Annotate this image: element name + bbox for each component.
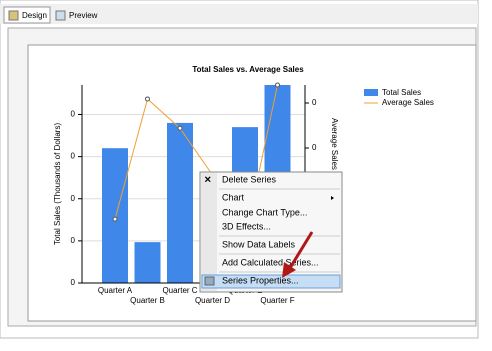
menu-gutter	[201, 173, 217, 291]
y-tick-label: 0	[71, 236, 76, 245]
context-menu: ✕ Delete Series Chart Change Chart Type... 3…	[199, 171, 343, 293]
bar	[167, 122, 193, 284]
y-axis-label: Total Sales (Thousands of Dollars)	[53, 123, 62, 246]
y2-tick-label: 0	[312, 143, 317, 152]
annotation-arrowhead	[282, 262, 296, 278]
x-tick-label: Quarter A	[98, 286, 133, 295]
annotation-arrow	[288, 231, 314, 269]
line-point	[145, 96, 150, 102]
close-icon[interactable]: ✕	[204, 174, 212, 184]
chart-title: Total Sales vs. Average Sales	[192, 65, 304, 74]
menu-highlight	[201, 274, 341, 289]
menu-item[interactable]: Change Chart Type...	[222, 207, 307, 217]
bar	[102, 148, 128, 283]
y2-tick-label: 0	[312, 98, 317, 107]
y-tick-label: 0	[71, 278, 76, 287]
design-icon	[8, 10, 19, 21]
legend-label: Average Sales	[382, 98, 434, 107]
legend-label: Total Sales	[382, 88, 421, 97]
legend-swatch	[364, 89, 378, 96]
submenu-arrow	[331, 196, 334, 200]
bar	[134, 242, 161, 283]
y-tick-label: 0	[71, 194, 76, 203]
tab-label[interactable]: Preview	[69, 11, 98, 20]
tab-label[interactable]: Design	[22, 11, 47, 20]
y-tick-label: 0	[71, 152, 76, 161]
menu-item[interactable]: Series Properties...	[222, 275, 299, 285]
line-point	[275, 82, 280, 88]
menu-item[interactable]: Delete Series	[222, 174, 277, 184]
tab-bar	[0, 4, 478, 24]
y2-axis-label: Average Sales (	[330, 118, 339, 175]
menu-item[interactable]: Add Calculated Series...	[222, 257, 319, 267]
y-tick-label: 0	[71, 110, 76, 119]
line-point	[177, 125, 183, 131]
x-tick-label: Quarter F	[260, 296, 294, 305]
menu-item[interactable]: 3D Effects...	[222, 221, 271, 231]
menu-item[interactable]: Show Data Labels	[222, 239, 296, 249]
menu-item[interactable]: Chart	[222, 192, 245, 202]
menu-frame	[199, 171, 343, 293]
x-tick-label: Quarter C	[162, 286, 197, 295]
menu-icon	[204, 276, 215, 286]
x-tick-label: Quarter B	[130, 296, 165, 305]
line-point	[112, 216, 118, 222]
x-tick-label: Quarter D	[195, 296, 230, 305]
preview-icon	[55, 10, 66, 21]
